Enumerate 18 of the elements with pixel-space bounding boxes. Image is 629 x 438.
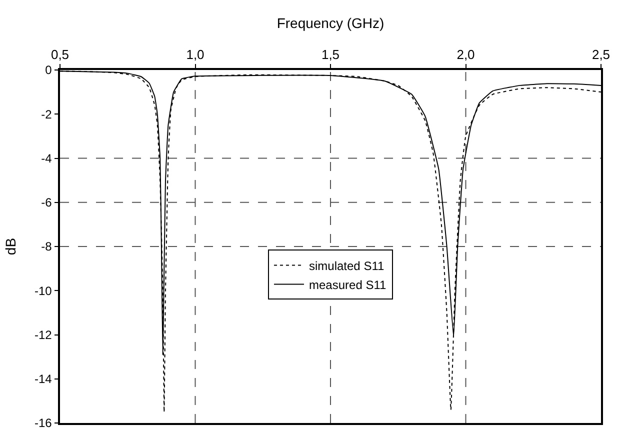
y-tick-label: -4 xyxy=(41,151,52,166)
x-tick-label: 2,0 xyxy=(456,46,475,62)
y-tick-label: -14 xyxy=(34,372,52,386)
x-tick-label: 0,5 xyxy=(50,46,70,62)
legend-label: simulated S11 xyxy=(309,258,384,273)
legend-label: measured S11 xyxy=(309,278,386,292)
y-tick-label: -10 xyxy=(34,284,52,298)
y-axis-title: dB xyxy=(2,238,19,256)
y-tick-label: -6 xyxy=(41,196,52,210)
y-tick-label: -2 xyxy=(41,107,52,122)
y-tick-label: -12 xyxy=(34,328,52,342)
x-tick-label: 2,5 xyxy=(592,46,610,62)
y-tick-label: 0 xyxy=(45,63,52,78)
x-axis-title: Frequency (GHz) xyxy=(276,14,384,31)
x-tick-label: 1,5 xyxy=(321,46,340,62)
x-tick-label: 1,0 xyxy=(186,46,204,62)
y-tick-label: -8 xyxy=(41,240,52,254)
y-tick-label: -16 xyxy=(34,416,52,430)
